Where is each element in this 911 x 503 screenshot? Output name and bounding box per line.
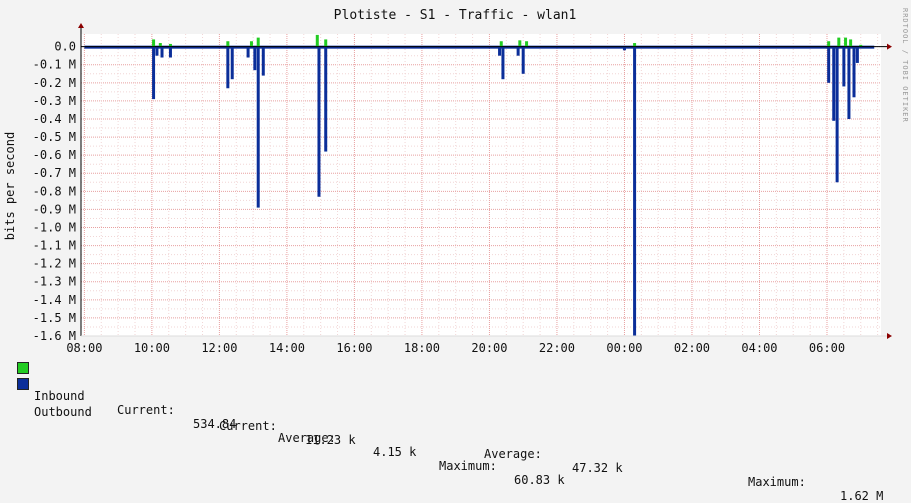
axes	[78, 23, 892, 339]
y-tick-label: 0.0	[54, 40, 76, 54]
y-axis-label: bits per second	[3, 132, 17, 240]
outbound-spike	[230, 46, 234, 80]
outbound-spike	[168, 46, 172, 58]
outbound-current-label: Current:	[219, 419, 277, 433]
y-tick-label: -0.8 M	[33, 184, 76, 198]
y-tick-label: -0.5 M	[33, 130, 76, 144]
y-tick-label: -0.4 M	[33, 112, 76, 126]
inbound-swatch	[17, 362, 29, 374]
inbound-spike	[844, 37, 848, 47]
outbound-swatch	[17, 378, 29, 390]
chart-title: Plotiste - S1 - Traffic - wlan1	[334, 8, 577, 23]
inbound-spike	[158, 43, 162, 47]
y-tick-labels: 0.0 -0.1 M -0.2 M -0.3 M -0.4 M -0.5 M -0.6 M -…	[33, 40, 76, 343]
x-tick-label: 18:00	[404, 341, 440, 355]
x-tick-label: 02:00	[674, 341, 710, 355]
outbound-maximum-value: 1.62 M	[840, 489, 884, 503]
outbound-spike	[832, 46, 836, 121]
x-tick-label: 14:00	[269, 341, 305, 355]
y-tick-label: -0.9 M	[33, 202, 76, 216]
grid	[81, 34, 881, 337]
x-tick-label: 12:00	[201, 341, 237, 355]
outbound-spike	[521, 46, 525, 74]
outbound-spike	[847, 46, 851, 119]
legend-inbound: Inbound Current: 534.84 Average: 4.15 k …	[17, 361, 565, 487]
x-axis-arrow	[887, 43, 892, 50]
x-tick-label: 06:00	[809, 341, 845, 355]
rrdtool-watermark: RRDTOOL / TOBI OETIKER	[901, 8, 909, 123]
outbound-spike	[324, 46, 328, 152]
y-axis-arrow	[78, 23, 84, 28]
inbound-spike	[837, 37, 841, 47]
inbound-maximum-label: Maximum:	[439, 459, 497, 473]
outbound-spike	[622, 46, 626, 51]
outbound-average-value: 47.32 k	[572, 461, 623, 475]
y-tick-label: -1.2 M	[33, 257, 76, 271]
inbound-maximum-value: 60.83 k	[514, 473, 565, 487]
x-tick-label: 10:00	[134, 341, 170, 355]
outbound-spike	[261, 46, 265, 76]
inbound-spike	[518, 40, 522, 47]
inbound-spike	[633, 43, 637, 47]
bottom-arrow	[887, 333, 892, 339]
outbound-spike	[498, 46, 502, 56]
inbound-name: Inbound	[34, 389, 85, 403]
inbound-spike	[152, 39, 156, 47]
outbound-spike	[256, 46, 260, 208]
y-tick-label: -1.4 M	[33, 293, 76, 307]
outbound-spike	[852, 46, 856, 98]
inbound-spike	[525, 41, 529, 47]
outbound-spike	[501, 46, 505, 80]
outbound-spike	[155, 46, 159, 56]
plot-area	[81, 34, 881, 336]
y-tick-label: -1.6 M	[33, 329, 76, 343]
inbound-spike	[315, 34, 319, 47]
y-tick-label: -0.6 M	[33, 148, 76, 162]
legend-outbound: Outbound Current: 11.23 k Average: 47.32…	[17, 377, 883, 503]
inbound-spike	[256, 37, 260, 47]
inbound-spike	[324, 39, 328, 47]
outbound-spike	[317, 46, 321, 197]
x-tick-label: 00:00	[606, 341, 642, 355]
y-tick-label: -0.1 M	[33, 58, 76, 72]
outbound-spike	[246, 46, 250, 58]
y-tick-label: -0.3 M	[33, 94, 76, 108]
x-tick-labels: 08:00 10:00 12:00 14:00 16:00 18:00 20:00 22:00…	[66, 341, 845, 355]
x-tick-label: 22:00	[539, 341, 575, 355]
outbound-spike	[835, 46, 839, 183]
inbound-current-label: Current:	[117, 403, 175, 417]
y-tick-label: -1.1 M	[33, 239, 76, 253]
y-tick-label: -1.5 M	[33, 311, 76, 325]
outbound-spike	[226, 46, 230, 89]
x-tick-label: 20:00	[471, 341, 507, 355]
y-tick-label: -0.7 M	[33, 166, 76, 180]
outbound-spike	[855, 46, 859, 63]
y-tick-label: -1.3 M	[33, 275, 76, 289]
inbound-average-value: 4.15 k	[373, 445, 417, 459]
outbound-spike	[253, 46, 257, 71]
inbound-spike	[249, 41, 253, 47]
outbound-spike	[160, 46, 164, 58]
inbound-spike	[849, 39, 853, 47]
inbound-spike	[827, 41, 831, 47]
outbound-current-value: 11.23 k	[305, 433, 356, 447]
outbound-spike	[152, 46, 156, 100]
y-tick-label: -0.2 M	[33, 76, 76, 90]
outbound-maximum-label: Maximum:	[748, 475, 806, 489]
outbound-average-label: Average:	[484, 447, 542, 461]
outbound-spike	[827, 46, 831, 83]
x-tick-label: 04:00	[741, 341, 777, 355]
x-tick-label: 16:00	[336, 341, 372, 355]
y-tick-label: -1.0 M	[33, 220, 76, 234]
x-tick-label: 08:00	[66, 341, 102, 355]
outbound-spike	[842, 46, 846, 87]
traffic-chart: Plotiste - S1 - Traffic - wlan1 bits per…	[3, 8, 892, 355]
inbound-spike	[226, 41, 230, 47]
inbound-spike	[168, 43, 172, 47]
inbound-spike	[859, 44, 863, 47]
outbound-name: Outbound	[34, 405, 92, 419]
outbound-spike	[516, 46, 520, 56]
outbound-spike	[633, 46, 637, 336]
inbound-spike	[499, 41, 503, 47]
